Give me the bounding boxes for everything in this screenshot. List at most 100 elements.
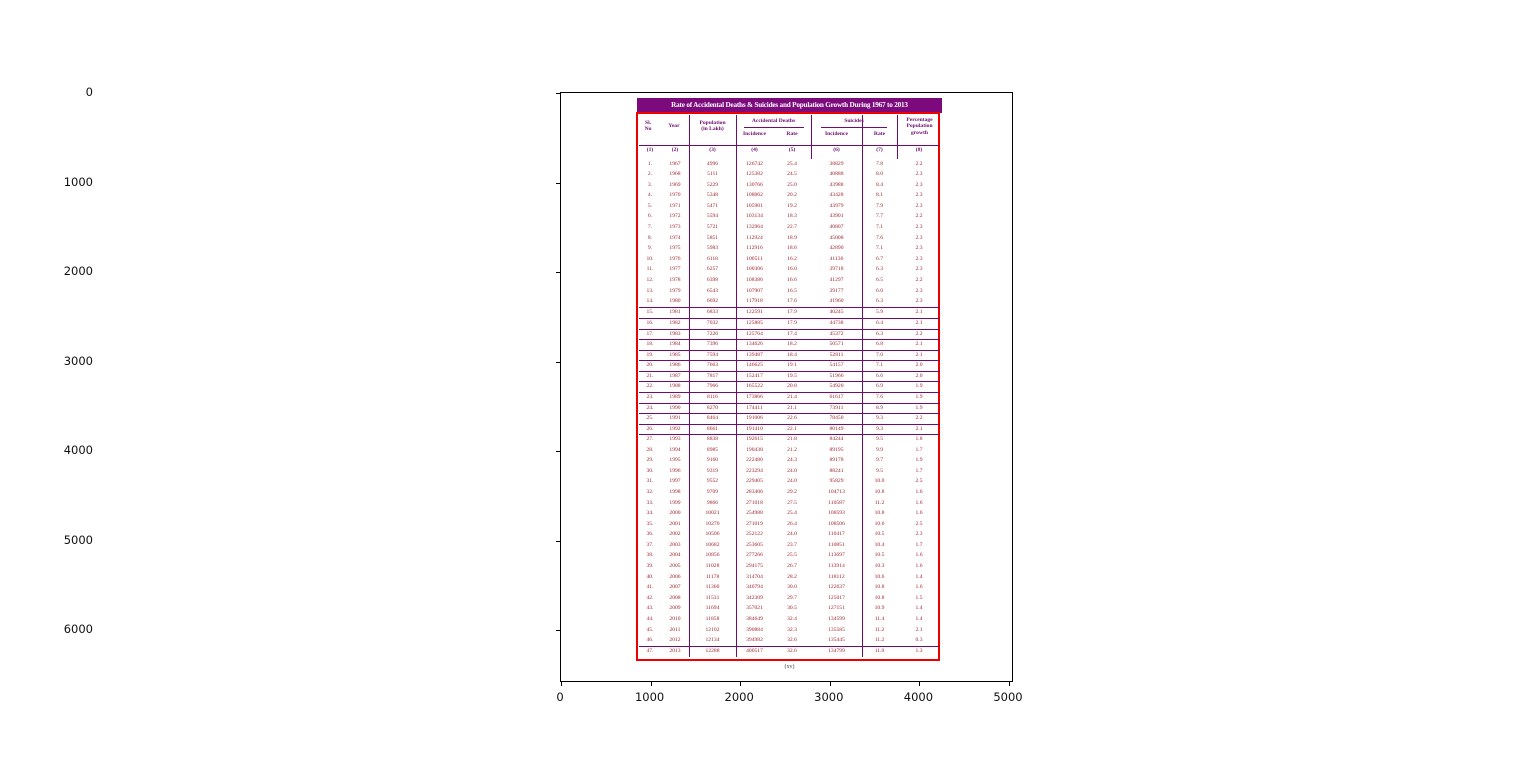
table-cell: 173866: [746, 394, 763, 401]
table-cell: 2.3: [915, 266, 923, 273]
table-cell: 1984: [669, 341, 681, 348]
table-cell: 122591: [746, 309, 763, 316]
table-cell: 25.5: [787, 552, 797, 559]
table-cell: 1.9: [915, 404, 923, 411]
table-cell: 52811: [829, 351, 844, 358]
header-column-separator: [897, 115, 898, 159]
table-cell: 10.3: [874, 563, 885, 570]
table-cell: 1.7: [915, 541, 923, 548]
table-cell: 10270: [705, 520, 720, 527]
table-cell: 1992: [669, 425, 681, 432]
table-cell: 7.6: [876, 234, 883, 241]
table-cell: 32.6: [787, 637, 797, 644]
table-cell: 127151: [828, 605, 845, 612]
table-row: 19. 1985 7594 139487 18.4 52811 7.0 2.1: [639, 349, 940, 361]
table-cell: 1.: [647, 160, 653, 167]
table-cell: 8985: [706, 446, 719, 453]
table-cell: 165522: [746, 383, 763, 390]
table-row: 15. 1981 6833 122591 17.9 40245 5.9 2.1: [639, 307, 940, 318]
table-cell: 2.3: [915, 234, 923, 241]
table-row: 14. 1980 6692 117918 17.6 41960 6.3 2.3: [639, 297, 940, 308]
table-rows: 1. 1967 4996 126742 25.4 38829 7.8 2.2 2. 1968 511…: [639, 159, 940, 657]
table-cell: 110851: [828, 541, 845, 548]
table-cell: 6543: [706, 287, 719, 294]
table-cell: 78450: [829, 415, 844, 422]
table-cell: 24.: [646, 404, 654, 411]
y-tick-label: 2000: [63, 264, 93, 278]
table-cell: 16.2: [787, 255, 797, 262]
table-cell: 6833: [706, 309, 719, 316]
table-cell: 112924: [746, 234, 763, 241]
table-cell: 108062: [746, 192, 763, 199]
table-cell: 54920: [829, 383, 844, 390]
table-cell: 5721: [706, 224, 719, 231]
table-cell: 18.2: [787, 341, 797, 348]
x-tick: [650, 682, 652, 686]
page-number-caption: (xv): [784, 664, 795, 670]
table-cell: 1975: [669, 245, 681, 252]
table-cell: 192615: [746, 436, 763, 443]
table-cell: 2.3: [915, 298, 923, 305]
table-cell: 1.6: [915, 488, 923, 495]
x-tick: [1009, 682, 1010, 686]
table-cell: 9.7: [876, 457, 883, 464]
header-population: Population (in Lakh): [699, 120, 726, 133]
table-cell: 253605: [746, 541, 763, 548]
table-cell: 5594: [706, 213, 719, 220]
table-cell: 1968: [669, 171, 681, 178]
header-acc-rate: Rate: [786, 131, 798, 137]
table-row: 6. 1972 5594 103134 18.3 43901 7.7 2.2: [639, 212, 940, 223]
table-cell: 1998: [669, 488, 681, 495]
table-cell: 32.: [646, 488, 654, 495]
table-cell: 342309: [746, 594, 763, 601]
table-cell: 125017: [828, 594, 845, 601]
table-cell: 394982: [746, 637, 763, 644]
x-tick: [740, 682, 742, 686]
table-cell: 39177: [829, 287, 844, 294]
table-cell: 6.9: [876, 383, 883, 390]
table-cell: 38829: [829, 160, 844, 167]
table-cell: 37.: [646, 541, 654, 548]
table-cell: 271018: [746, 499, 763, 506]
y-tick-label: 6000: [63, 622, 93, 636]
table-cell: 9.5: [876, 467, 883, 474]
table-cell: 135445: [828, 637, 845, 644]
table-cell: 1974: [669, 234, 681, 241]
table-cell: 88241: [829, 467, 844, 474]
table-cell: 22.: [646, 383, 654, 390]
table-cell: 104713: [828, 488, 845, 495]
table-row: 32. 1998 9709 283406 29.2 104713 10.8 1.6: [639, 487, 940, 498]
table-cell: 340794: [746, 584, 763, 591]
table-cell: 46.: [646, 637, 654, 644]
table-row: 30. 1996 9319 223294 24.0 88241 9.5 1.7: [639, 466, 940, 477]
x-tick-label: 1000: [634, 690, 665, 704]
table-cell: 1982: [669, 319, 681, 326]
table-cell: 112916: [746, 245, 763, 252]
y-tick: [556, 182, 560, 184]
table-cell: 20.2: [787, 192, 797, 199]
table-cell: 19.2: [787, 202, 797, 209]
table-cell: 191006: [746, 415, 763, 422]
table-cell: 1967: [669, 160, 681, 167]
header-sl-no: Sl. No: [644, 120, 652, 133]
table-cell: 134626: [746, 341, 763, 348]
table-cell: 1979: [669, 287, 681, 294]
table-cell: 2.0: [915, 362, 923, 369]
table-cell: 10.8: [874, 510, 885, 517]
table-cell: 2.5: [915, 478, 923, 485]
table-cell: 10856: [705, 552, 720, 559]
header-accidental-deaths-group: Accidental Deaths: [751, 118, 796, 124]
table-cell: 24.5: [787, 171, 797, 178]
table-cell: 6.7: [876, 255, 883, 262]
table-cell: 8661: [706, 425, 719, 432]
table-cell: 11028: [705, 563, 720, 570]
table-cell: 10.8: [874, 488, 885, 495]
table-cell: 9.5: [876, 436, 883, 443]
red-annotation-box: [636, 112, 940, 661]
table-row: 47. 2013 12288 400517 32.6 134799 11.0 1.3: [639, 646, 940, 657]
table-cell: 12134: [705, 637, 720, 644]
y-tick-label: 3000: [63, 353, 93, 368]
x-tick-label: 0: [556, 690, 564, 704]
table-cell: 0.3: [915, 637, 923, 644]
table-cell: 24.3: [787, 457, 797, 464]
